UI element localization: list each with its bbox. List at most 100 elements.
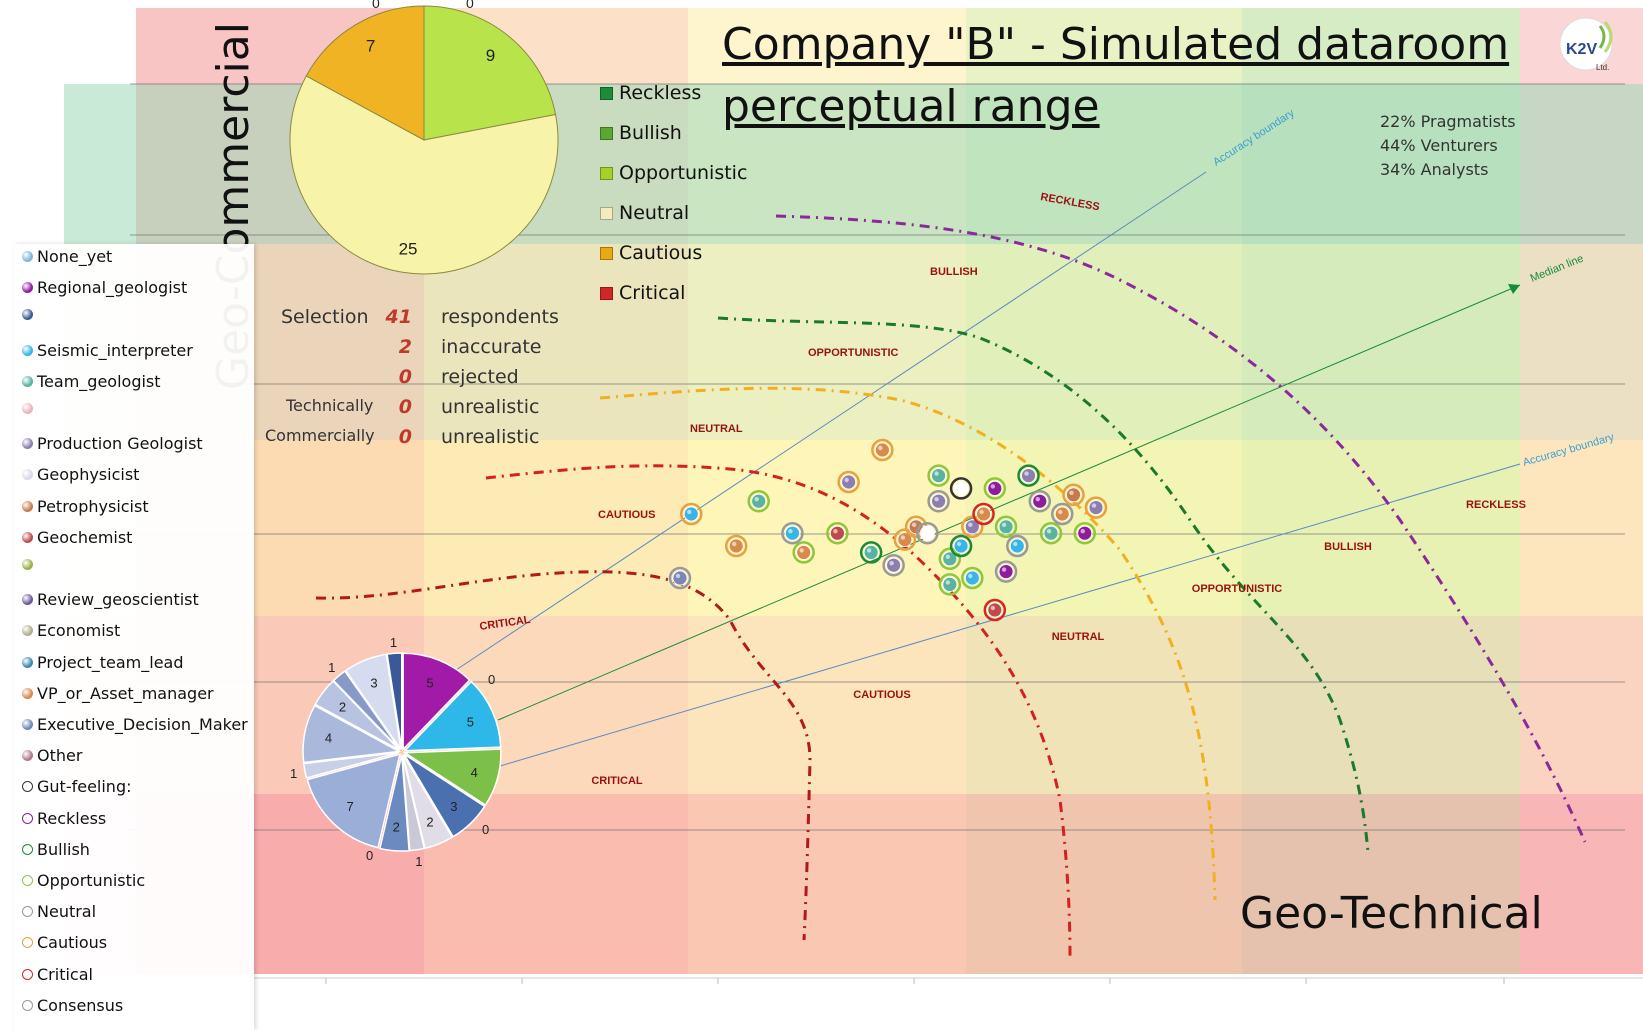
respondent-highlight [923,529,928,534]
respondent-point [931,493,946,509]
legend-item: Review_geoscientist [22,590,199,609]
legend-dot-marker [22,344,33,356]
zone-label-lower-3: NEUTRAL [1052,631,1105,643]
respondent-ring [859,541,883,564]
respondent-point [987,480,1003,496]
pie-legend-item: Critical [600,282,685,304]
title-line-1: Company "B" - Simulated dataroom [722,19,1510,70]
legend-label: Critical [37,964,93,984]
respondent-ring [916,521,939,545]
legend-label: Petrophysicist [37,496,149,516]
selection-row-text: rejected [441,366,519,388]
zone-row-2 [64,440,1643,616]
respondent-highlight [1001,567,1007,572]
respondent-ring [1006,534,1029,558]
legend-item: Cautious [22,933,107,952]
company-logo: K2V Ltd. [1556,14,1618,76]
respondent-ring [1073,521,1097,545]
role-slice-review_geoscientist [306,753,401,849]
role-value-label: 4 [471,765,478,780]
respondent-highlight [934,471,939,476]
legend-ring-marker [22,875,33,886]
legend-item: Team_geologist [22,372,161,391]
selection-row-text: inaccurate [441,336,542,358]
role-value-label: 5 [426,676,433,691]
legend-dot-marker [22,594,33,606]
respondent-ring [882,553,905,577]
selection-row-text: unrealistic [441,426,540,448]
legend-dot-marker [22,625,33,637]
respondent-point [1043,525,1059,541]
stats-block: 22% Pragmatists 44% Venturers 34% Analys… [1380,110,1516,182]
respondent-ring [961,566,984,590]
respondent-ring [938,573,962,596]
respondent-highlight [911,522,917,527]
zone-label-lower-1: BULLISH [1324,541,1372,553]
respondent-ring [724,534,748,558]
legend-label: Gut-feeling: [37,777,132,797]
role-value-label: 4 [325,731,332,746]
legend-item [22,309,37,321]
role-slice-team_geologist [402,748,502,807]
selection-row-value: 0 [398,366,412,388]
respondent-highlight [990,484,996,489]
role-slice-none_yet [386,652,403,750]
legend-item: Economist [22,621,120,640]
pie-value-label: 7 [366,37,375,56]
pie-zero-label: 0 [372,0,380,11]
respondent-point [683,506,699,522]
respondent-ring [826,521,849,545]
legend-dot-marker [22,251,33,262]
legend-item [22,403,37,414]
respondent-highlight [900,535,906,540]
respondent-point [998,564,1014,579]
role-zero-label: 0 [482,822,489,837]
pie-legend-swatch [600,206,613,220]
legend-dot-marker [22,403,33,414]
selection-row-label: Selection [281,306,369,328]
role-slice-project_team_lead [302,704,402,764]
pie-legend-label: Opportunistic [619,162,748,184]
respondent-point [863,545,879,560]
stat-pragmatists: 22% Pragmatists [1380,112,1516,131]
legend-label: Other [37,746,83,766]
stat-analysts: 34% Analysts [1380,160,1489,179]
selection-row-value: 0 [398,396,412,418]
role-pie: 5 5 4 3 2 1 2 7 1 4 2 1 3 1 0 0 0 [290,635,502,869]
pie-legend-swatch [600,166,613,180]
pie-value-label: 9 [486,46,495,65]
respondent-ring [1051,502,1074,526]
chart-title: Company "B" - Simulated dataroom percept… [722,14,1509,138]
title-line-2: perceptual range [722,81,1100,132]
pie-legend-label: Neutral [619,202,690,224]
role-value-label: 2 [393,820,400,835]
legend-label: Cautious [37,933,108,953]
logo-sub: Ltd. [1596,63,1609,72]
legend-item: Bullish [22,840,90,859]
respondent-highlight [968,573,973,579]
legend-item: None_yet [22,247,112,266]
legend-dot-marker [22,282,33,294]
legend-label: VP_or_Asset_manager [37,683,214,703]
zone-label-upper-4: CAUTIOUS [598,509,655,521]
respondent-ring [781,521,804,545]
respondent-ring [1039,521,1063,545]
perception-curve-3 [485,464,1072,961]
respondent-ring [893,528,917,551]
role-zero-label: 0 [488,672,495,687]
legend-label: Economist [37,621,121,641]
respondent-ring [871,438,894,462]
role-slice-seismic_interpreter [402,680,502,752]
respondent-highlight [1058,509,1063,515]
role-value-label: 3 [450,799,457,814]
pie-legend-label: Bullish [619,122,682,144]
legend-item: Other [22,746,82,765]
zone-label-upper-2: OPPORTUNISTIC [808,347,899,359]
respondent-point [987,602,1003,618]
respondent-point [796,545,812,560]
respondent-highlight [945,554,951,559]
pie-legend-item: Reckless [600,82,701,104]
pie-legend-item: Bullish [600,122,682,144]
role-slice-executive_decision_maker [332,670,401,751]
legend-label: Opportunistic [37,871,146,890]
